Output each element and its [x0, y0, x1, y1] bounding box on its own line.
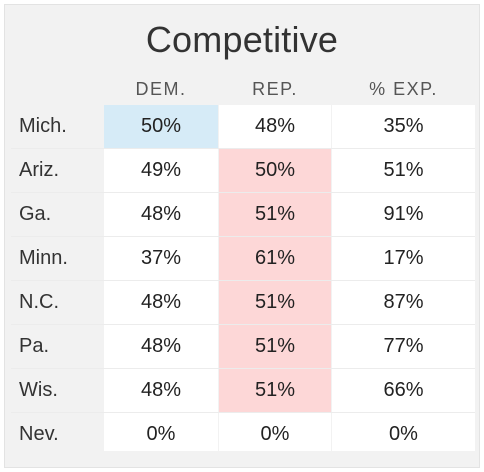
expected-vote-percent: 17%	[332, 237, 475, 280]
expected-vote-percent: 91%	[332, 193, 475, 236]
state-name: Ariz.	[11, 149, 103, 192]
table-row: Minn. 37% 61% 17%	[11, 237, 475, 281]
column-header-rep: REP.	[252, 79, 298, 99]
table-footer-strip	[11, 451, 475, 461]
dem-percent: 48%	[104, 325, 218, 368]
state-name: Ga.	[11, 193, 103, 236]
expected-vote-percent: 35%	[332, 105, 475, 148]
column-header-exp: % EXP.	[369, 79, 438, 99]
rep-percent: 50%	[219, 149, 331, 192]
rep-percent: 51%	[219, 369, 331, 412]
dem-percent: 0%	[104, 413, 218, 456]
results-table-card: Competitive DEM. REP. % EXP. Mich. 50% 4…	[4, 4, 480, 468]
dem-percent: 37%	[104, 237, 218, 280]
dem-percent: 48%	[104, 369, 218, 412]
table-row: Mich. 50% 48% 35%	[11, 105, 475, 149]
table-row: Pa. 48% 51% 77%	[11, 325, 475, 369]
table-row: Wis. 48% 51% 66%	[11, 369, 475, 413]
table-row: Ariz. 49% 50% 51%	[11, 149, 475, 193]
table-title: Competitive	[145, 19, 339, 60]
rep-percent: 0%	[219, 413, 331, 456]
table-row: Ga. 48% 51% 91%	[11, 193, 475, 237]
expected-vote-percent: 51%	[332, 149, 475, 192]
table-body: Mich. 50% 48% 35% Ariz. 49% 50% 51% Ga. …	[11, 105, 475, 457]
expected-vote-percent: 66%	[332, 369, 475, 412]
state-name: Pa.	[11, 325, 103, 368]
table-row: Nev. 0% 0% 0%	[11, 413, 475, 457]
expected-vote-percent: 87%	[332, 281, 475, 324]
dem-percent: 49%	[104, 149, 218, 192]
rep-percent: 51%	[219, 325, 331, 368]
column-header-dem: DEM.	[135, 79, 187, 99]
dem-percent: 50%	[104, 105, 218, 148]
state-name: Mich.	[11, 105, 103, 148]
table-row: N.C. 48% 51% 87%	[11, 281, 475, 325]
expected-vote-percent: 0%	[332, 413, 475, 456]
state-name: Nev.	[11, 413, 103, 456]
dem-percent: 48%	[104, 281, 218, 324]
table-header: DEM. REP. % EXP.	[5, 74, 479, 104]
state-name: N.C.	[11, 281, 103, 324]
rep-percent: 51%	[219, 193, 331, 236]
state-name: Minn.	[11, 237, 103, 280]
state-name: Wis.	[11, 369, 103, 412]
rep-percent: 48%	[219, 105, 331, 148]
dem-percent: 48%	[104, 193, 218, 236]
rep-percent: 51%	[219, 281, 331, 324]
rep-percent: 61%	[219, 237, 331, 280]
expected-vote-percent: 77%	[332, 325, 475, 368]
